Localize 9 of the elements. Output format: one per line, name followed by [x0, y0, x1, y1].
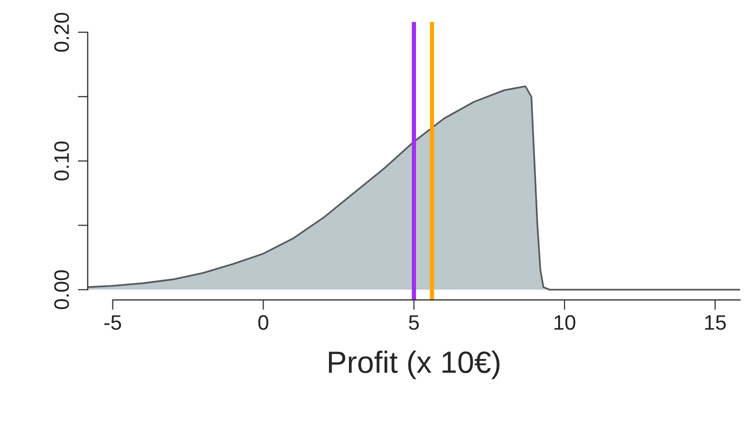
y-tick-label: 0.00 — [54, 270, 69, 310]
x-tick-label: 10 — [554, 315, 576, 330]
x-tick-label: -5 — [104, 315, 122, 330]
x-tick-label: 5 — [408, 315, 419, 330]
y-tick-label: 0.10 — [54, 142, 69, 180]
x-tick-label: 15 — [705, 315, 726, 330]
y-tick-label: 0.20 — [54, 12, 69, 52]
x-tick-label: 0 — [258, 315, 268, 330]
x-axis-title: Profit (x 10€) — [328, 350, 500, 380]
